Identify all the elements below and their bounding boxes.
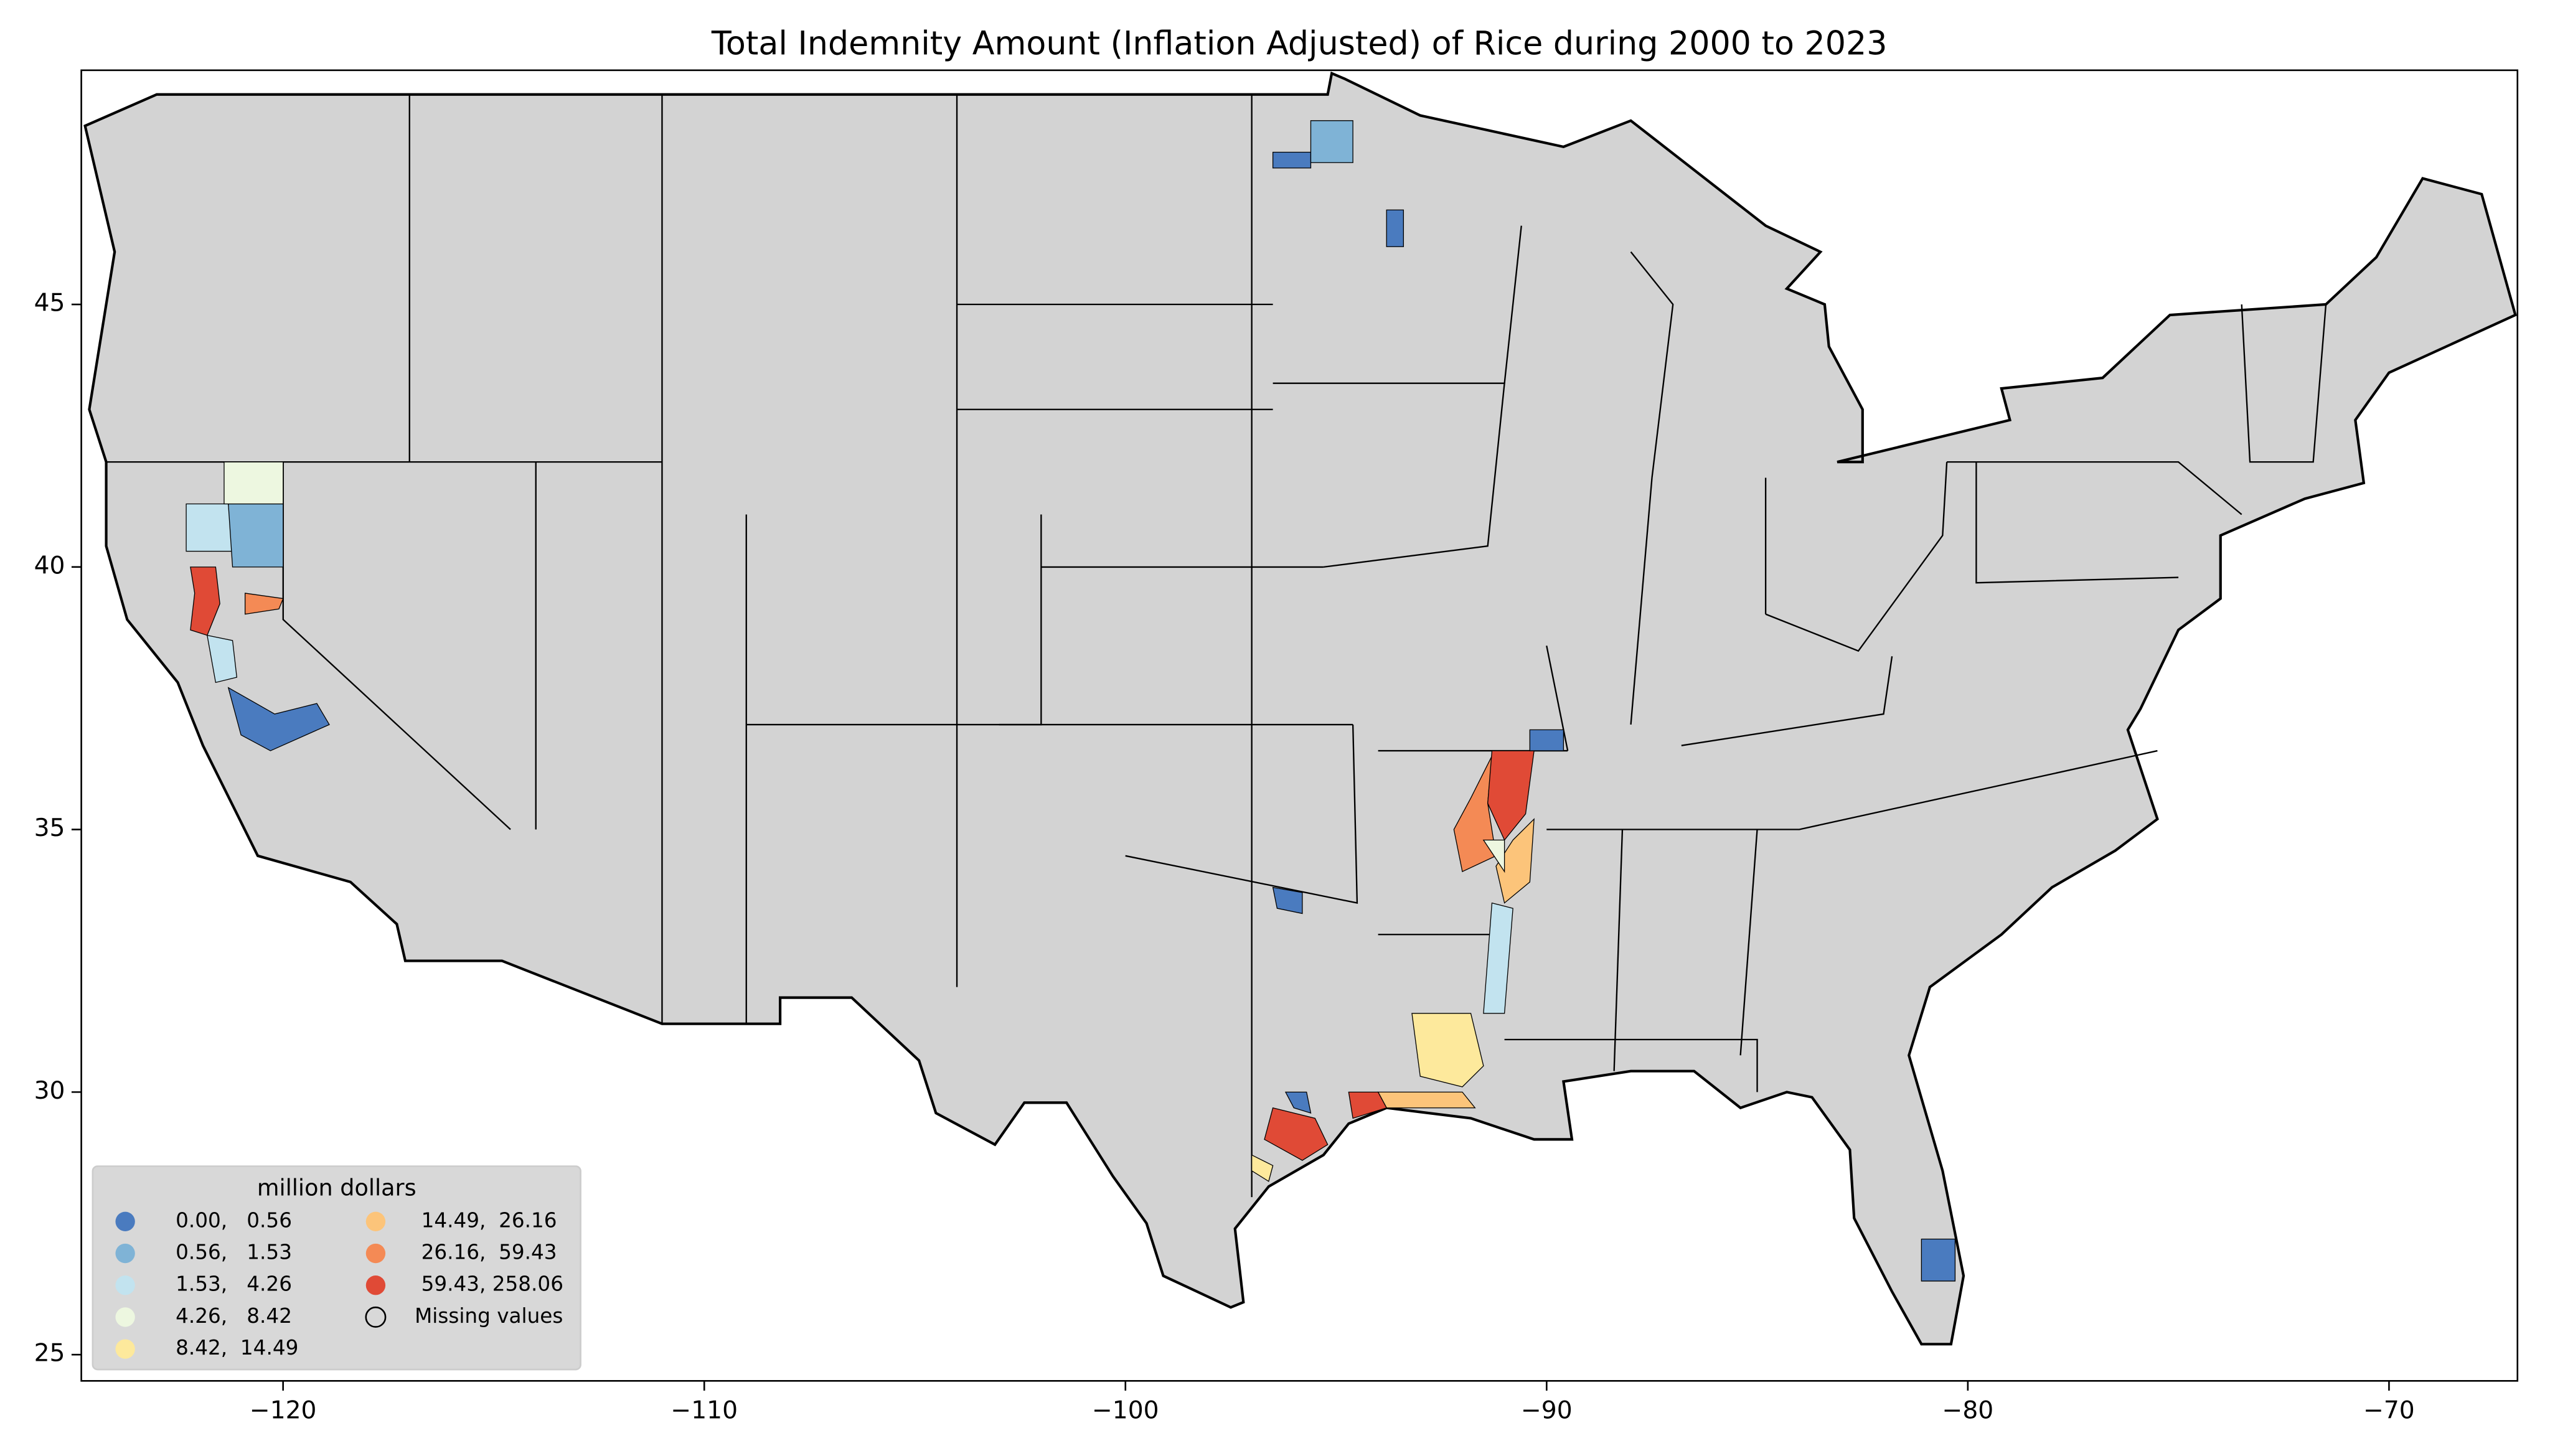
state-border [1546,646,1569,751]
legend-swatch [365,1243,386,1264]
legend-swatch [115,1307,135,1327]
y-tick-label: 40 [34,552,65,580]
county-region [1272,151,1312,169]
legend-swatch [115,1339,135,1359]
x-tick-label: −100 [1092,1396,1159,1424]
x-tick-label: −70 [2363,1396,2415,1424]
legend-label: Missing values [415,1304,563,1328]
county-region [1483,902,1513,1014]
land-layer [83,71,2517,1346]
county-region [1377,1091,1476,1109]
legend-label: 26.16, 59.43 [421,1241,557,1264]
legend-title: million dollars [257,1175,416,1201]
legend-label: 59.43, 258.06 [421,1272,563,1296]
x-tick-label: −80 [1942,1396,1994,1424]
legend-label: 0.56, 1.53 [176,1241,292,1264]
legend-label: 8.42, 14.49 [176,1336,298,1360]
state-border [2241,304,2327,463]
county-region [1264,1107,1329,1161]
state-border [1947,461,2179,584]
legend-swatch [115,1211,135,1231]
county-region [1411,1013,1484,1087]
county-region [227,687,330,751]
legend-swatch [365,1275,386,1295]
legend-swatch [365,1306,387,1328]
legend-label: 0.00, 0.56 [176,1208,292,1232]
y-tick-label: 25 [34,1340,65,1368]
state-border [1765,462,1948,652]
county-region [1284,1091,1312,1114]
county-region [1348,1091,1388,1119]
x-tick-label: −90 [1521,1396,1573,1424]
county-region [1487,750,1535,841]
legend-label: 1.53, 4.26 [176,1272,292,1296]
x-tick-label: −120 [250,1396,317,1424]
state-border [1546,749,2158,830]
state-border [1976,461,2242,515]
legend-swatch [365,1211,386,1231]
axes: −120 −110 −100 −90 −80 −70 25 30 35 40 45 [34,289,2415,1425]
legend-box [92,1165,581,1371]
county-region [206,634,238,683]
county-region [223,461,284,505]
y-tick-label: 45 [34,289,65,317]
state-border [1630,251,1674,478]
legend: million dollars 0.00, 0.56 0.56, 1.53 1.53,… [92,1165,581,1371]
state-border [1273,382,1505,568]
county-region [1272,886,1303,914]
state-border [1504,1038,1758,1092]
map-title: Total Indemnity Amount (Inflation Adjust… [711,26,1888,63]
county-region [1529,729,1564,751]
state-border [1125,724,1358,904]
county-region [1921,1238,1956,1282]
state-border [1739,829,1758,1056]
state-border [1681,656,1893,746]
region-layer [186,120,1956,1282]
county-region [1386,209,1404,247]
county-region [1482,839,1505,873]
legend-label: 4.26, 8.42 [176,1304,292,1328]
legend-swatch [115,1275,135,1295]
state-border [1613,829,1624,1071]
us-outline [83,71,2517,1346]
x-tick-label: −110 [670,1396,738,1424]
state-border [1630,477,1653,725]
y-tick-label: 35 [34,814,65,842]
county-region [228,503,284,568]
axes-frame [80,69,2519,1382]
y-tick-label: 30 [34,1077,65,1105]
legend-label: 14.49, 26.16 [421,1208,557,1232]
county-region [1251,1154,1274,1182]
legend-swatch [115,1243,135,1264]
county-region [1310,120,1353,163]
county-region [245,593,284,615]
state-border [1503,225,1522,383]
county-region [186,503,233,552]
